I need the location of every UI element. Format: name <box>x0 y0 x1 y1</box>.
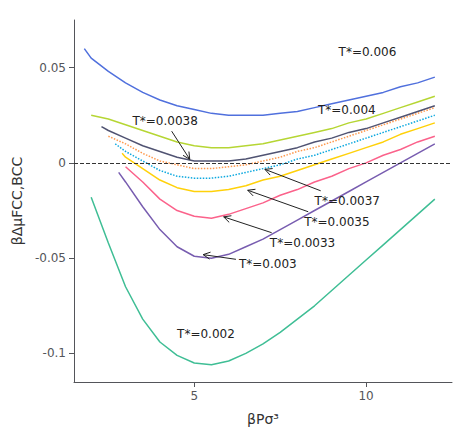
svg-text:T*=0.006: T*=0.006 <box>338 45 397 59</box>
svg-text:T*=0.0035: T*=0.0035 <box>303 215 369 229</box>
svg-text:-0.1: -0.1 <box>43 346 66 360</box>
svg-text:T*=0.0038: T*=0.0038 <box>131 114 197 128</box>
svg-text:10: 10 <box>358 389 373 403</box>
svg-text:T*=0.004: T*=0.004 <box>317 103 376 117</box>
svg-text:-0.05: -0.05 <box>35 251 66 265</box>
svg-text:5: 5 <box>190 389 198 403</box>
svg-text:T*=0.0037: T*=0.0037 <box>314 194 380 208</box>
svg-text:T*=0.002: T*=0.002 <box>176 327 235 341</box>
svg-text:T*=0.0033: T*=0.0033 <box>269 236 335 250</box>
svg-text:0.05: 0.05 <box>39 61 66 75</box>
svg-text:βPσ³: βPσ³ <box>247 411 279 427</box>
svg-text:0: 0 <box>58 156 66 170</box>
svg-text:βΔμFCC,BCC: βΔμFCC,BCC <box>9 157 25 246</box>
svg-text:T*=0.003: T*=0.003 <box>238 257 297 271</box>
